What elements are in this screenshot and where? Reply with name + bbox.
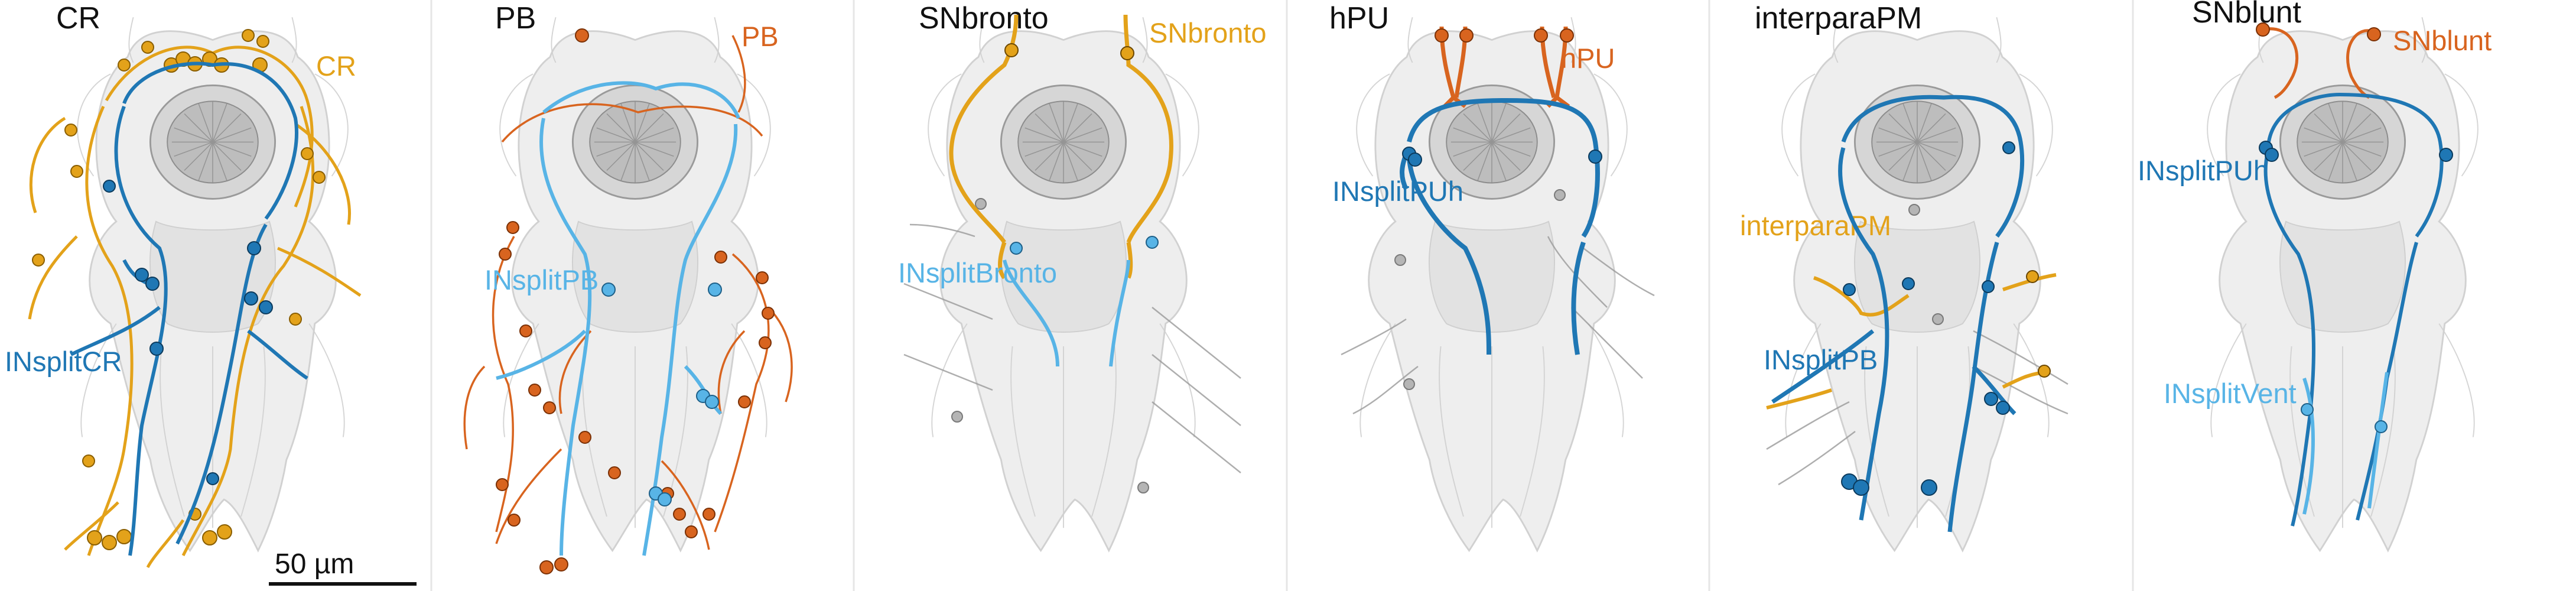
- interneuron-label: INsplitPUh: [2138, 155, 2269, 186]
- sensory-label: hPU: [1561, 43, 1615, 74]
- sensory-label: SNbronto: [1149, 17, 1267, 48]
- interneuron-label: INsplitCR: [5, 346, 122, 377]
- interneuron-somata: [601, 282, 722, 506]
- interneuron-somata: [1402, 147, 1602, 167]
- gray-neurons: [1341, 236, 1655, 415]
- interneuron2-label: INsplitVent: [2164, 378, 2297, 409]
- interneuron: [1771, 95, 2025, 532]
- tissue-backdrop: [2206, 16, 2479, 552]
- gray-somata: [951, 198, 1149, 493]
- panel-hpu: hPU hPU INspl: [1329, 1, 1655, 552]
- interneuron-somata: [1841, 141, 2015, 496]
- interneuron-somata: [103, 180, 273, 485]
- panel-dividers: [430, 0, 2134, 591]
- sensory-neurons: [2262, 27, 2376, 99]
- scale-bar-label: 50 µm: [275, 548, 354, 580]
- panel-title: hPU: [1329, 1, 1389, 35]
- sensory-somata: [496, 28, 775, 574]
- tissue-backdrop: [1355, 16, 1628, 552]
- sensory-somata: [1435, 28, 1574, 43]
- interneuron-label: INsplitPB: [484, 264, 599, 296]
- panel-pb: PB PB: [463, 1, 793, 574]
- interneuron2: [2302, 372, 2389, 515]
- panel-title: interparaPM: [1755, 1, 1922, 35]
- interneuron-label: INsplitPUh: [1332, 176, 1463, 207]
- interneuron-label: INsplitPB: [1764, 344, 1878, 375]
- panel-snbronto: SNbronto SNbronto INsplitBr: [898, 1, 1267, 552]
- interneuron: [70, 61, 308, 556]
- gray-neurons: [1766, 330, 2068, 486]
- sensory-somata: [2026, 270, 2051, 378]
- scale-bar: 50 µm: [269, 548, 417, 586]
- sensory-somata: [2256, 22, 2381, 41]
- gray-somata: [1394, 189, 1566, 390]
- panel-title: PB: [495, 1, 536, 35]
- panel-interparapm: interparaPM interparaPM: [1740, 1, 2068, 552]
- gray-somata: [1908, 204, 1944, 325]
- panel-title: SNbronto: [919, 1, 1049, 35]
- panel-cr: CR CR: [5, 1, 417, 586]
- sensory-label: CR: [316, 50, 356, 82]
- interneuron-somata: [1010, 236, 1159, 255]
- sensory-neurons: [463, 35, 793, 550]
- panel-title: CR: [56, 1, 100, 35]
- interneuron2-somata: [2301, 403, 2388, 433]
- gray-neurons: [903, 223, 1241, 473]
- interneuron-label: INsplitBronto: [898, 257, 1057, 288]
- sensory-label: SNblunt: [2393, 25, 2492, 56]
- panel-snblunt: SNblunt SNblunt INsplitPUh INsplitVent: [2138, 0, 2492, 552]
- interneuron-somata: [2259, 141, 2453, 162]
- panel-title: SNblunt: [2192, 0, 2302, 30]
- sensory-label: PB: [741, 21, 779, 52]
- interneuron: [1003, 259, 1130, 367]
- sensory-label: interparaPM: [1740, 210, 1891, 241]
- sensory-somata: [1004, 43, 1134, 60]
